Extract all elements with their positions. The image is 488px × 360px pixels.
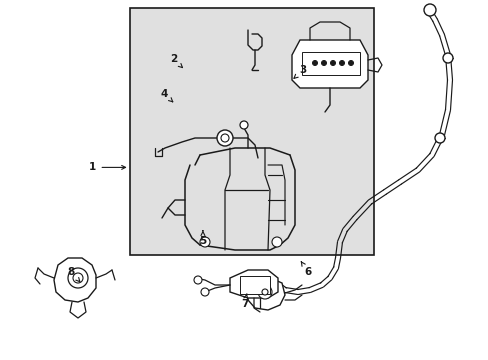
Text: 8: 8: [67, 267, 80, 282]
Ellipse shape: [73, 273, 83, 283]
Ellipse shape: [321, 60, 326, 66]
Ellipse shape: [258, 285, 271, 299]
Ellipse shape: [217, 130, 232, 146]
Text: 4: 4: [160, 89, 172, 102]
Bar: [130, 8, 373, 255]
Polygon shape: [229, 270, 278, 298]
Ellipse shape: [339, 60, 344, 66]
Ellipse shape: [312, 60, 317, 66]
Text: 5: 5: [199, 231, 206, 246]
Ellipse shape: [68, 268, 88, 288]
Text: 3: 3: [293, 65, 306, 78]
Ellipse shape: [262, 289, 267, 295]
Text: 7: 7: [240, 294, 248, 309]
Bar: [240, 276, 269, 294]
Bar: [302, 52, 359, 75]
Ellipse shape: [442, 53, 452, 63]
Ellipse shape: [330, 60, 335, 66]
Polygon shape: [247, 278, 285, 310]
Ellipse shape: [434, 133, 444, 143]
Text: 1: 1: [89, 162, 125, 172]
Ellipse shape: [201, 288, 208, 296]
Ellipse shape: [200, 237, 209, 247]
Ellipse shape: [348, 60, 353, 66]
Ellipse shape: [240, 121, 247, 129]
Ellipse shape: [423, 4, 435, 16]
Polygon shape: [54, 258, 96, 302]
Ellipse shape: [194, 276, 202, 284]
Text: 2: 2: [170, 54, 182, 68]
Polygon shape: [291, 40, 367, 88]
Text: 6: 6: [301, 262, 311, 277]
Ellipse shape: [271, 237, 282, 247]
Ellipse shape: [221, 134, 228, 142]
